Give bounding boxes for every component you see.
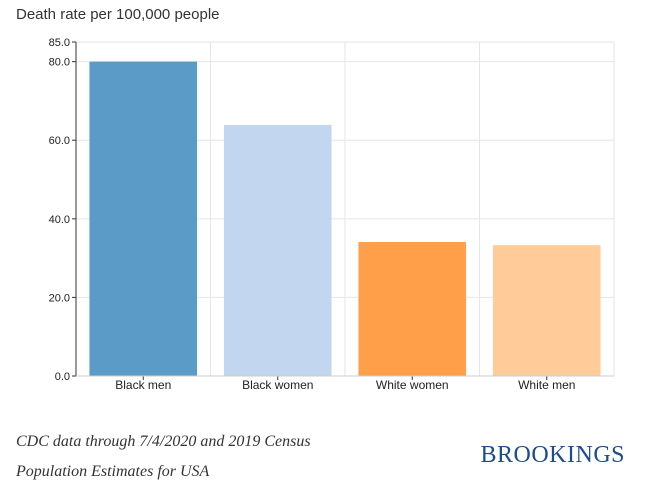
y-tick-label: 80.0 (49, 57, 70, 69)
axis-labels: 0.0 20.0 40.0 60.0 80.0 85.0 Black men Black wo… (49, 37, 576, 392)
x-category-label: Black men (115, 378, 171, 392)
chart-title: Death rate per 100,000 people (16, 6, 220, 23)
y-tick-label: 60.0 (49, 135, 70, 147)
bar-chart: 0.0 20.0 40.0 60.0 80.0 85.0 Black men Black wo… (49, 37, 615, 392)
bar-white-women (358, 242, 467, 376)
x-category-label: Black women (242, 378, 313, 392)
bar-black-women (223, 124, 332, 377)
x-category-label: White women (376, 378, 449, 392)
source-note-line-2: Population Estimates for USA (16, 463, 210, 480)
y-tick-label: 20.0 (49, 292, 70, 304)
y-tick-label: 0.0 (55, 371, 70, 383)
x-category-label: White men (518, 378, 575, 392)
bar-black-men (89, 61, 198, 376)
bars (89, 61, 601, 377)
source-note-line-1: CDC data through 7/4/2020 and 2019 Censu… (16, 433, 311, 450)
y-tick-label: 85.0 (49, 37, 70, 49)
y-tick-label: 40.0 (49, 214, 70, 226)
bar-white-men (492, 245, 601, 376)
brookings-logo: BROOKINGS (480, 442, 625, 468)
axes (72, 41, 614, 380)
